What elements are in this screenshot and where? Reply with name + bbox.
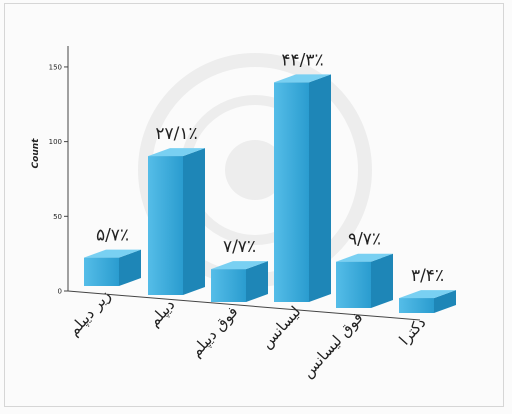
- y-axis-label: Count: [31, 138, 41, 169]
- bar-side: [119, 249, 141, 286]
- bars: [84, 74, 456, 313]
- bar: [336, 253, 393, 308]
- bar-top: [84, 249, 141, 258]
- bar-top: [336, 253, 393, 262]
- bar-front: [148, 156, 183, 295]
- y-tick-label: 0: [58, 288, 62, 296]
- data-label: ۲۷/۱٪: [155, 124, 197, 144]
- data-label: ۳/۴٪: [411, 266, 444, 286]
- bar-top: [148, 148, 205, 157]
- bar: [211, 261, 268, 302]
- bar-front: [399, 298, 434, 313]
- data-label: ۵/۷٪: [96, 226, 129, 246]
- bar-front: [84, 257, 119, 286]
- category-label: زیر دیپلم: [64, 287, 115, 340]
- bar-side: [246, 261, 268, 302]
- bar: [84, 249, 141, 286]
- y-tick-label: 50: [53, 213, 62, 221]
- bar-front: [274, 82, 309, 302]
- data-labels: ۵/۷٪ ۲۷/۱٪ ۷/۷٪ ۴۴/۳٪ ۹/۷٪ ۳/۴٪: [96, 50, 444, 286]
- axes: 0 50 100 150 Count: [31, 46, 421, 321]
- bar-top: [274, 74, 331, 83]
- category-label: دیپلم: [145, 296, 179, 331]
- chart-frame: [4, 3, 504, 407]
- bar-front: [211, 269, 246, 302]
- bar: [399, 290, 456, 313]
- category-label: فوق دیپلم: [187, 303, 242, 362]
- x-axis-line: [67, 290, 421, 321]
- bar-side: [183, 148, 205, 295]
- bar-top: [211, 261, 268, 270]
- bar: [148, 148, 205, 295]
- y-tick-label: 150: [49, 63, 62, 71]
- bar-side: [434, 290, 456, 313]
- y-tick-label: 100: [49, 138, 62, 146]
- bar-side: [309, 74, 331, 302]
- bar: [274, 74, 331, 302]
- bar-top: [399, 290, 456, 299]
- bar-front: [336, 261, 371, 308]
- bar-side: [371, 253, 393, 308]
- category-label: لیسانس: [257, 303, 304, 352]
- data-label: ۹/۷٪: [348, 230, 381, 250]
- category-label: فوق لیسانس: [298, 309, 366, 382]
- data-label: ۷/۷٪: [223, 237, 256, 257]
- data-label: ۴۴/۳٪: [281, 50, 323, 70]
